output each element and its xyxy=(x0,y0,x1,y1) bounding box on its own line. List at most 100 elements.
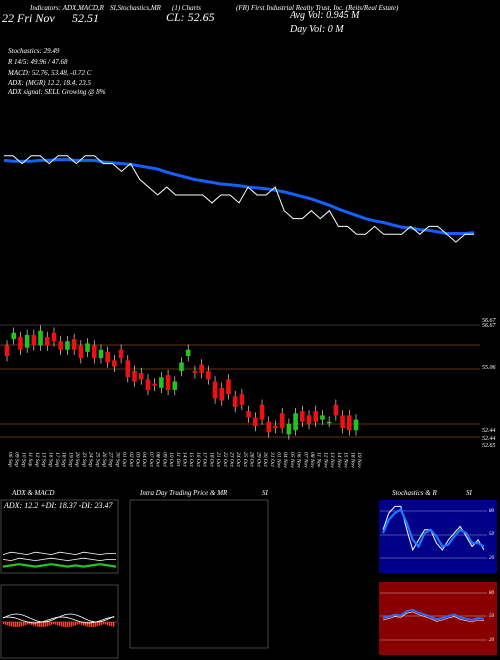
main-chart: 06 Sep 09 Sep 10 Sep 11 Sep 12 Sep 13 Sep 16 S… xyxy=(0,155,480,468)
studies-line: SI,Stochastics,MR xyxy=(110,4,161,12)
x-tick-label: 20 Sep xyxy=(74,452,80,467)
macd-bar xyxy=(21,622,23,627)
candle-body xyxy=(286,423,292,435)
macd-bar xyxy=(41,622,43,627)
candle-body xyxy=(239,394,245,405)
x-tick-label: 16 Oct xyxy=(195,452,201,467)
macd-bar xyxy=(17,622,19,627)
x-tick-label: 04 Oct xyxy=(141,452,148,467)
macd-bar xyxy=(57,622,59,626)
intra-si-label: SI xyxy=(262,489,268,497)
macd-bar xyxy=(33,622,35,626)
candle-body xyxy=(212,381,218,399)
x-tick-label: 17 Sep xyxy=(54,452,60,467)
close-line xyxy=(4,155,474,243)
candle-body xyxy=(232,396,238,407)
x-tick-label: 11 Sep xyxy=(27,452,33,467)
macd-bar xyxy=(69,622,71,627)
adx-series-line xyxy=(2,557,116,562)
price-label-top: 56.67 xyxy=(482,318,496,324)
day-vol: Day Vol: 0 M xyxy=(290,24,344,35)
x-tick-label: 23 Sep xyxy=(81,452,87,467)
candle-body xyxy=(31,334,37,346)
date-label: 22 Fri Nov xyxy=(2,11,55,25)
x-tick-label: 11 Oct xyxy=(175,452,181,467)
macd-bar xyxy=(91,622,93,627)
macd-bar xyxy=(93,622,95,627)
rsi-tick-80: 80 xyxy=(489,591,494,596)
x-tick-label: 13 Sep xyxy=(41,452,47,467)
candle-body xyxy=(340,415,345,429)
x-tick-label: 24 Sep xyxy=(88,452,95,467)
adx-stat: ADX: (MGR) 12.2, 18.4, 23.5 xyxy=(8,79,92,87)
indicators-line: Indicators: ADX,MACD,R xyxy=(30,4,104,12)
macd-bar xyxy=(111,622,113,627)
macd-bar xyxy=(55,622,57,625)
candle-body xyxy=(192,370,198,374)
rsi-line xyxy=(382,608,485,622)
candle-body xyxy=(246,411,251,418)
x-tick-label: 09 Sep xyxy=(14,452,20,467)
candle-body xyxy=(293,413,298,431)
x-tick-label: 11 Nov xyxy=(316,452,322,468)
macd-bar xyxy=(63,622,65,627)
x-tick-label: 10 Oct xyxy=(168,452,174,467)
candle-body xyxy=(152,383,157,386)
x-tick-label: 18 Sep xyxy=(61,452,67,467)
macd-bar xyxy=(35,622,37,627)
candle-body xyxy=(65,341,70,350)
macd-bar xyxy=(13,622,15,627)
stoch-series-line xyxy=(381,508,485,549)
charts-label: (1) Charts xyxy=(172,4,201,12)
macd-bar xyxy=(29,622,31,625)
macd-bar xyxy=(101,622,103,625)
candle-body xyxy=(206,370,211,380)
macd-bar xyxy=(19,622,21,627)
x-tick-label: 06 Sep xyxy=(7,452,13,467)
adx-series-line xyxy=(2,551,116,556)
candle-body xyxy=(38,330,43,346)
macd-bar xyxy=(85,622,87,627)
price-label-mid: 55.06 xyxy=(482,365,496,371)
candle-body xyxy=(326,421,332,424)
x-tick-label: 22 Oct xyxy=(222,452,228,467)
adx-signal: ADX signal: SELL Growing @ 8% xyxy=(8,88,106,96)
candle-body xyxy=(259,404,265,420)
candle-body xyxy=(219,387,225,401)
macd-bar xyxy=(67,622,69,627)
price-label-top-2: 56.67 xyxy=(482,323,496,329)
macd-bar xyxy=(15,622,17,627)
candle-body xyxy=(44,337,50,346)
x-tick-label: 15 Oct xyxy=(188,452,194,467)
macd-bar xyxy=(47,622,49,627)
x-tick-label: 08 Oct xyxy=(155,452,161,467)
x-tick-label: 27 Sep xyxy=(108,452,114,467)
macd-signal-line xyxy=(2,616,115,624)
macd-bar xyxy=(103,622,105,625)
x-tick-label: 26 Sep xyxy=(101,452,107,467)
x-tick-label: 05 Nov xyxy=(289,452,295,468)
x-tick-label: 03 Oct xyxy=(135,452,141,467)
macd-bar xyxy=(25,622,27,626)
x-tick-label: 30 Sep xyxy=(114,451,120,467)
ticker-line: (FR) First Industrial Realty Trust, Inc.… xyxy=(236,4,399,12)
macd-bar xyxy=(83,622,85,626)
candle-body xyxy=(71,339,77,350)
x-tick-label: 04 Nov xyxy=(282,452,289,468)
x-tick-label: 24 Oct xyxy=(235,452,242,467)
x-tick-label: 29 Oct xyxy=(255,452,261,467)
macd-bar xyxy=(9,622,11,627)
macd-bar xyxy=(65,622,67,627)
avg-vol: Avg Vol: 0.945 M xyxy=(290,10,360,21)
candle-body xyxy=(138,373,144,380)
macd-bar xyxy=(3,622,5,624)
macd-bar xyxy=(11,622,13,627)
x-tick-label: 02 Oct xyxy=(128,452,134,467)
candle-body xyxy=(125,360,131,378)
macd-bar xyxy=(97,622,99,627)
price-label-last: 52.65 xyxy=(482,443,496,449)
candle-body xyxy=(78,345,84,359)
price-label-low: 52.44 xyxy=(482,428,496,434)
candle-body xyxy=(118,349,124,359)
macd-bar xyxy=(99,622,101,626)
